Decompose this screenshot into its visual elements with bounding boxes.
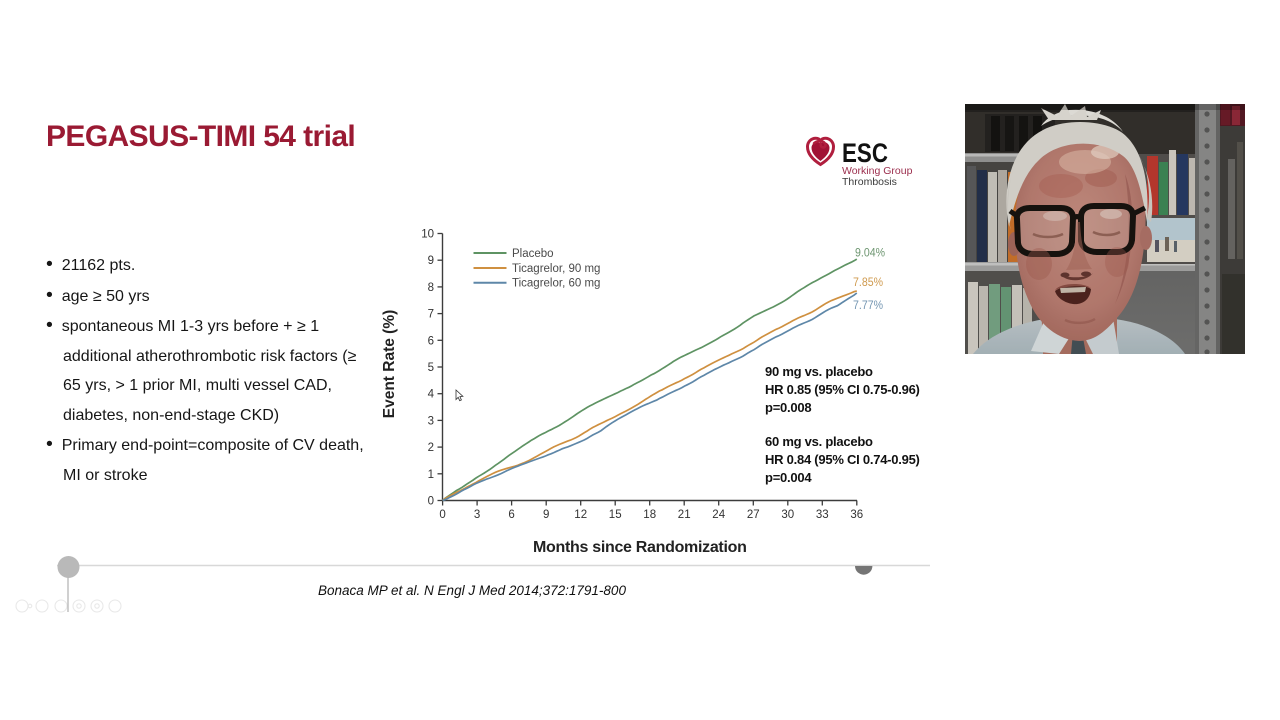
svg-text:7.85%: 7.85% <box>853 275 883 289</box>
svg-text:6: 6 <box>508 509 514 521</box>
svg-text:3: 3 <box>474 509 480 521</box>
svg-text:0: 0 <box>439 509 445 521</box>
svg-text:30: 30 <box>781 509 794 521</box>
svg-text:Ticagrelor, 90 mg: Ticagrelor, 90 mg <box>512 263 600 275</box>
svg-text:9.04%: 9.04% <box>855 246 885 260</box>
svg-text:15: 15 <box>609 509 622 521</box>
svg-text:7.77%: 7.77% <box>853 298 883 312</box>
svg-text:4: 4 <box>428 389 435 401</box>
svg-text:36: 36 <box>850 509 863 521</box>
svg-text:8: 8 <box>428 282 434 294</box>
svg-text:33: 33 <box>816 509 829 521</box>
svg-text:5: 5 <box>428 362 434 374</box>
svg-text:0: 0 <box>428 496 434 508</box>
svg-text:6: 6 <box>428 335 434 347</box>
svg-text:24: 24 <box>712 509 725 521</box>
svg-text:3: 3 <box>428 415 434 427</box>
svg-text:Placebo: Placebo <box>512 248 554 260</box>
svg-text:27: 27 <box>747 509 760 521</box>
svg-text:1: 1 <box>428 469 434 481</box>
svg-text:Ticagrelor, 60 mg: Ticagrelor, 60 mg <box>512 278 600 290</box>
svg-text:2: 2 <box>428 442 434 454</box>
svg-text:Thrombosis: Thrombosis <box>842 176 897 188</box>
svg-text:7: 7 <box>428 309 434 321</box>
svg-text:Working Group: Working Group <box>842 165 913 177</box>
svg-text:ESC: ESC <box>842 138 888 168</box>
svg-text:9: 9 <box>543 509 549 521</box>
svg-text:9: 9 <box>428 255 434 267</box>
svg-text:12: 12 <box>574 509 587 521</box>
svg-text:10: 10 <box>421 229 434 241</box>
svg-text:18: 18 <box>643 509 656 521</box>
svg-text:21: 21 <box>678 509 691 521</box>
